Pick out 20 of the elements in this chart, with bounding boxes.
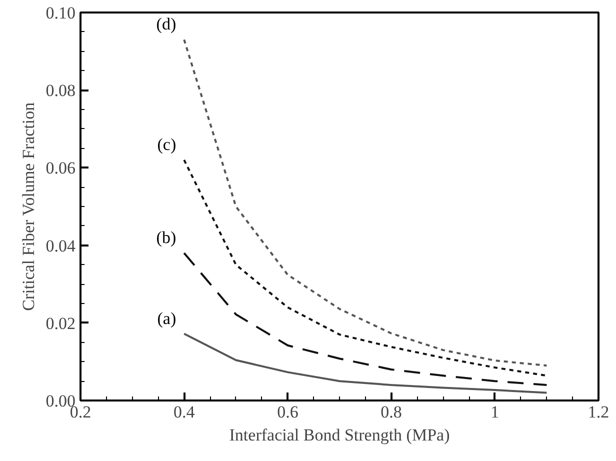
x-tick-label: 0.6 — [277, 402, 298, 422]
line-series — [183, 38, 548, 367]
series-label: (b) — [156, 228, 176, 248]
line-series — [183, 252, 548, 386]
y-tick-label: 0.04 — [46, 236, 76, 256]
line-series — [183, 158, 548, 377]
series-label: (c) — [157, 134, 176, 154]
y-tick-label: 0.06 — [46, 158, 76, 178]
x-tick-label: 1 — [490, 402, 500, 422]
x-tick-label: 1.2 — [588, 402, 610, 422]
y-tick-label: 0.02 — [46, 314, 76, 333]
x-axis-title: Interfacial Bond Strength (MPa) — [229, 426, 450, 444]
x-tick-label: 0.4 — [173, 402, 196, 422]
series-label: (a) — [157, 308, 176, 328]
series-label: (d) — [156, 14, 176, 34]
y-tick-label: 0.10 — [46, 4, 76, 22]
line-series — [183, 332, 548, 394]
x-tick-label: 0.8 — [380, 402, 402, 422]
y-axis-title: Critical Fiber Volume Fraction — [18, 102, 38, 311]
y-tick-label: 0.08 — [46, 81, 76, 100]
